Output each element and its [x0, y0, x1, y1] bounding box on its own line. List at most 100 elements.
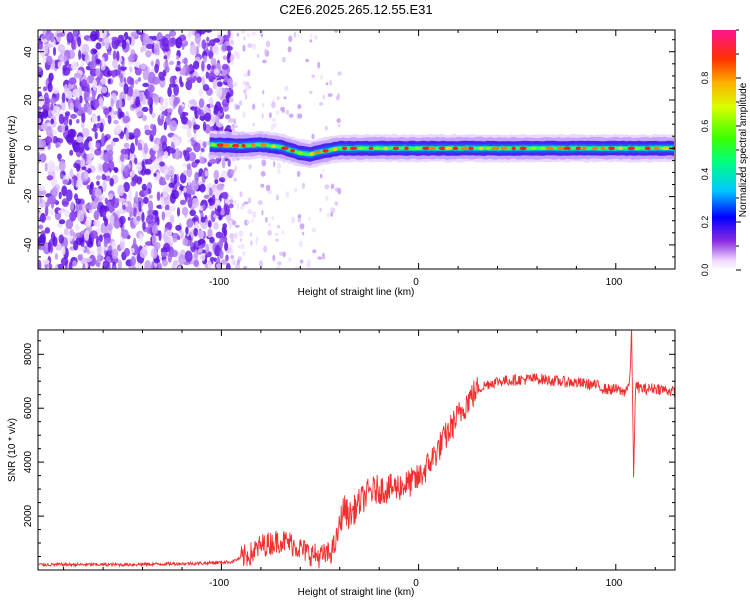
noise-speckle [73, 30, 79, 36]
noise-speckle [173, 138, 181, 147]
noise-speckle [45, 30, 52, 41]
noise-speckle [115, 197, 120, 203]
noise-speckle [159, 76, 166, 81]
signal-peak [428, 146, 436, 151]
signal-peak [297, 151, 303, 155]
noise-speckle [44, 162, 48, 172]
noise-speckle [262, 90, 265, 95]
noise-speckle [129, 134, 136, 140]
noise-speckle [90, 230, 98, 240]
noise-speckle [71, 137, 75, 146]
noise-speckle [209, 236, 215, 244]
noise-speckle [76, 136, 84, 143]
spectrogram-panel: -100 0 100 -40 -20 0 20 40 Height of str… [7, 29, 676, 298]
noise-speckle [224, 241, 229, 252]
noise-speckle [38, 96, 45, 106]
noise-speckle [134, 79, 139, 85]
noise-speckle [104, 217, 108, 227]
noise-speckle [84, 53, 90, 65]
noise-speckle [200, 147, 205, 153]
signal-peak [500, 146, 508, 151]
noise-speckle [209, 256, 215, 262]
noise-speckle [276, 224, 281, 229]
noise-speckle [238, 230, 244, 238]
noise-speckle [233, 232, 239, 240]
noise-speckle [288, 113, 294, 118]
noise-speckle [128, 188, 133, 201]
noise-speckle [282, 251, 287, 258]
noise-speckle [135, 191, 139, 203]
noise-speckle [58, 113, 64, 125]
noise-speckle [229, 169, 235, 175]
noise-speckle [237, 245, 241, 249]
noise-speckle [68, 261, 73, 269]
noise-speckle [38, 106, 43, 111]
noise-speckle [44, 136, 53, 144]
noise-speckle [61, 92, 66, 103]
noise-speckle [38, 111, 46, 118]
noise-speckle [159, 180, 167, 186]
noise-speckle [322, 169, 325, 173]
noise-speckle [198, 30, 207, 35]
noise-speckle [197, 229, 205, 239]
noise-speckle [193, 227, 198, 237]
noise-speckle [123, 31, 129, 39]
noise-speckle [214, 68, 220, 76]
noise-speckle [293, 31, 297, 38]
noise-speckle [69, 228, 74, 237]
noise-speckle [224, 198, 232, 204]
spectrogram-tick-y-2: 0 [23, 145, 34, 151]
noise-speckle [66, 32, 74, 43]
noise-speckle [90, 200, 98, 210]
noise-speckle [121, 229, 129, 239]
noise-speckle [236, 32, 240, 37]
noise-speckle [163, 209, 172, 218]
noise-speckle [275, 238, 279, 242]
noise-speckle [125, 129, 129, 141]
spectrogram-frame [37, 29, 676, 270]
noise-speckle [47, 241, 52, 253]
colorbar-tick-4: 0.8 [700, 72, 710, 85]
noise-speckle [117, 64, 121, 76]
noise-speckle [261, 210, 264, 216]
noise-speckle [84, 171, 89, 180]
noise-speckle [273, 160, 276, 168]
noise-speckle [58, 138, 64, 144]
noise-speckle [109, 214, 115, 226]
noise-speckle [185, 226, 189, 235]
noise-speckle [218, 177, 225, 183]
noise-speckle [79, 95, 83, 104]
noise-speckle [336, 93, 340, 100]
noise-speckle [206, 36, 210, 42]
noise-speckle [213, 169, 220, 180]
noise-speckle [322, 94, 325, 100]
noise-speckle [38, 224, 44, 230]
noise-speckle [46, 55, 53, 66]
noise-speckle [60, 31, 66, 37]
noise-speckle [68, 77, 77, 85]
noise-speckle [229, 199, 234, 204]
spectrogram-tick-x-0: -100 [209, 277, 229, 288]
noise-speckle [135, 96, 141, 107]
noise-speckle [193, 259, 199, 268]
noise-speckle [44, 205, 49, 217]
noise-speckle [70, 113, 77, 119]
noise-speckle [183, 57, 188, 65]
noise-speckle [211, 64, 216, 70]
noise-speckle [75, 236, 84, 246]
noise-speckle [240, 30, 246, 34]
noise-speckle [208, 50, 214, 60]
noise-speckle [119, 72, 124, 83]
noise-speckle [160, 96, 164, 106]
noise-speckle [317, 256, 323, 260]
noise-speckle [179, 172, 187, 184]
noise-speckle [248, 210, 252, 214]
noise-speckle [75, 198, 82, 205]
noise-speckle [296, 170, 301, 177]
noise-speckle [140, 63, 147, 70]
noise-speckle [291, 216, 296, 224]
noise-speckle [185, 184, 193, 195]
noise-speckle [247, 43, 253, 48]
noise-speckle [98, 37, 103, 42]
noise-speckle [77, 141, 85, 154]
